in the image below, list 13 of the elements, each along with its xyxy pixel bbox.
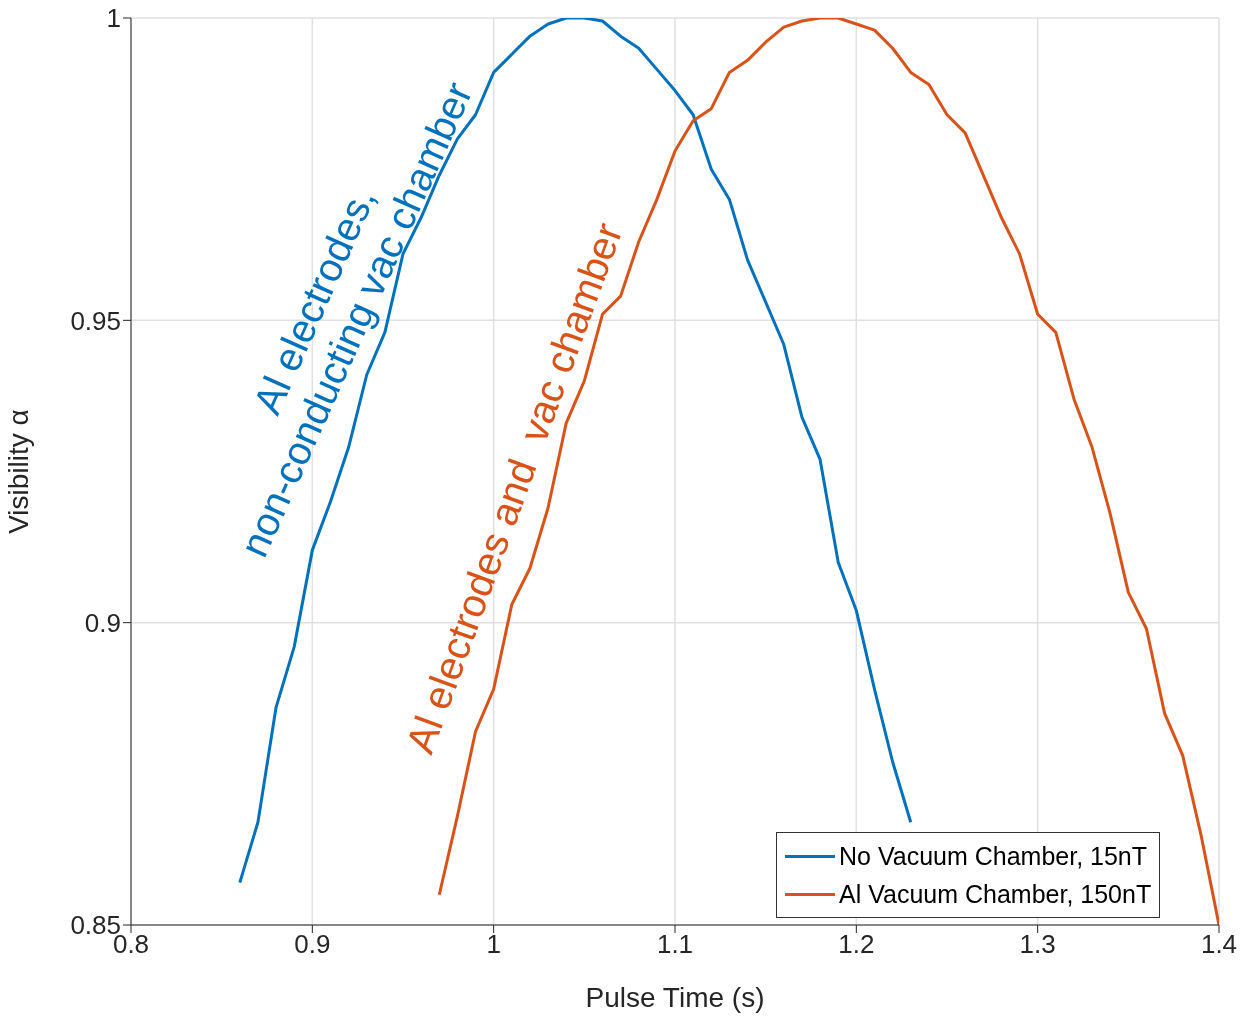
y-tick-label: 1 <box>106 3 121 34</box>
x-tick-label: 1.3 <box>1019 929 1056 960</box>
x-tick-label: 0.9 <box>294 929 331 960</box>
y-tick-label: 0.95 <box>70 305 121 336</box>
legend-label: No Vacuum Chamber, 15nT <box>839 841 1148 872</box>
x-tick-label: 1 <box>486 929 501 960</box>
x-tick-label: 1.1 <box>656 929 694 960</box>
y-axis-title: Visibility α <box>2 409 34 534</box>
legend-label: Al Vacuum Chamber, 150nT <box>839 879 1152 910</box>
x-tick-label: 1.4 <box>1200 929 1238 960</box>
x-axis-title: Pulse Time (s) <box>585 982 765 1013</box>
y-tick-label: 0.9 <box>84 607 121 638</box>
x-tick-label: 1.2 <box>838 929 875 960</box>
